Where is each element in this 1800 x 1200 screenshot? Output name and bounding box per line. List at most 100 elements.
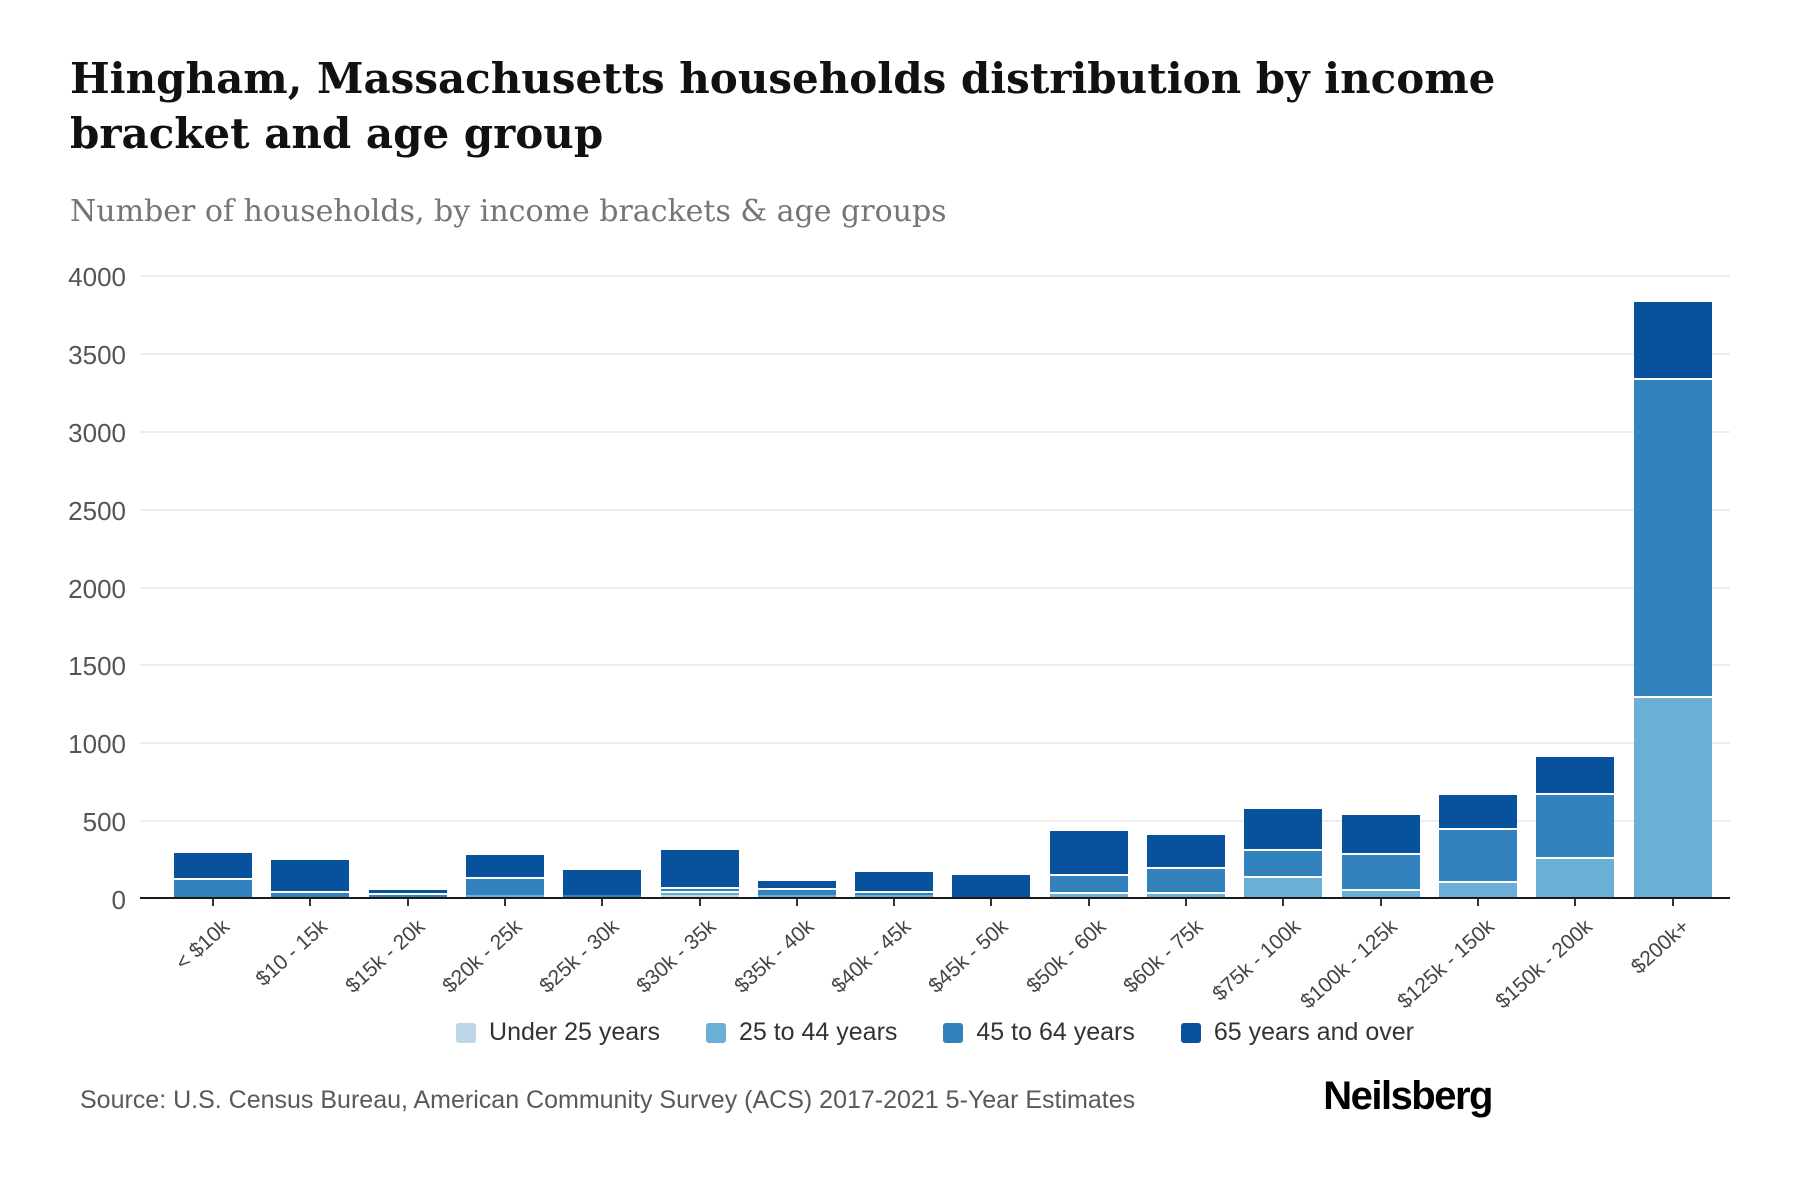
bar-segment[interactable] <box>1633 300 1712 378</box>
bar-segment[interactable] <box>660 894 739 897</box>
x-axis-tick <box>1185 899 1187 906</box>
x-tick-label: $20k - 25k <box>438 915 527 998</box>
bar-segment[interactable] <box>368 893 447 897</box>
bar-segment[interactable] <box>1536 856 1615 897</box>
bar-segment[interactable] <box>1341 889 1420 897</box>
bar-segment[interactable] <box>1633 696 1712 897</box>
legend: Under 25 years 25 to 44 years 45 to 64 yea… <box>140 1018 1730 1047</box>
legend-item[interactable]: 65 years and over <box>1180 1018 1414 1047</box>
gridline-4000 <box>140 275 1730 277</box>
bar-segment[interactable] <box>271 890 350 897</box>
gridline-500 <box>140 820 1730 823</box>
x-axis-tick <box>990 899 993 906</box>
legend-swatch-icon <box>943 1022 964 1043</box>
bar-segment[interactable] <box>563 894 642 897</box>
bar-segment[interactable] <box>465 876 544 895</box>
bar-segment[interactable] <box>660 847 739 887</box>
x-tick-label: $125k - 150k <box>1393 915 1500 1014</box>
y-tick-label-0: 0 <box>111 885 126 915</box>
x-tick-label: $10 - 15k <box>251 915 332 991</box>
bar-segment[interactable] <box>855 869 934 891</box>
chart-subtitle: Number of households, by income brackets… <box>70 194 947 229</box>
bar-segment[interactable] <box>1341 812 1420 854</box>
bar-segment[interactable] <box>271 858 350 891</box>
gridline-2500 <box>140 508 1730 511</box>
gridline-2000 <box>140 586 1730 589</box>
bar-segment[interactable] <box>1536 754 1615 794</box>
bar-segment[interactable] <box>660 890 739 895</box>
x-axis-tick <box>1574 899 1577 906</box>
legend-item[interactable]: 45 to 64 years <box>943 1018 1135 1047</box>
bar-segment[interactable] <box>1438 792 1517 829</box>
x-axis-tick <box>1282 899 1285 906</box>
bar-segment[interactable] <box>1049 891 1128 897</box>
bar-segment[interactable] <box>660 886 739 891</box>
x-tick-label: $40k - 45k <box>827 915 916 998</box>
legend-swatch-icon <box>1180 1022 1201 1043</box>
x-tick-label: $15k - 20k <box>340 915 429 998</box>
gridline-1500 <box>140 664 1730 667</box>
bar-segment[interactable] <box>1438 880 1517 897</box>
y-tick-label-1500: 1500 <box>68 651 126 682</box>
x-axis-tick <box>1476 899 1479 906</box>
bar-segment[interactable] <box>1244 875 1323 897</box>
bar-segment[interactable] <box>174 877 252 897</box>
gridline-1000 <box>140 742 1730 745</box>
y-tick-label-500: 500 <box>82 807 126 838</box>
bar-segment[interactable] <box>174 851 252 878</box>
x-tick-label: $200k+ <box>1626 915 1694 979</box>
legend-swatch-icon <box>456 1022 477 1043</box>
x-axis-tick <box>1379 899 1382 906</box>
legend-swatch-icon <box>705 1022 726 1043</box>
x-tick-label: $100k - 125k <box>1296 915 1402 1014</box>
bar-segment[interactable] <box>1147 833 1225 868</box>
y-tick-label-2500: 2500 <box>68 495 126 526</box>
x-axis-tick <box>893 899 896 906</box>
x-axis-tick <box>212 899 214 906</box>
bar-segment[interactable] <box>952 872 1031 897</box>
y-tick-label-2000: 2000 <box>68 573 126 604</box>
bar-segment[interactable] <box>1049 829 1128 875</box>
legend-label: Under 25 years <box>489 1018 660 1046</box>
x-axis-tick <box>795 899 798 906</box>
bar-segment[interactable] <box>465 852 544 877</box>
bar-segment[interactable] <box>1049 874 1128 892</box>
gridline-3500 <box>140 352 1730 355</box>
x-tick-label: $45k - 50k <box>924 915 1013 998</box>
chart-title: Hingham, Massachusetts households distri… <box>70 54 1496 158</box>
bar-segment[interactable] <box>757 888 836 895</box>
source-note: Source: U.S. Census Bureau, American Com… <box>80 1086 1136 1114</box>
bar-segment[interactable] <box>1244 806 1323 849</box>
y-tick-label-3500: 3500 <box>68 339 126 370</box>
bar-segment[interactable] <box>757 894 836 897</box>
y-tick-label-4000: 4000 <box>68 262 126 292</box>
bar-segment[interactable] <box>1536 793 1615 857</box>
x-tick-label: $60k - 75k <box>1119 915 1208 998</box>
y-tick-label-3000: 3000 <box>68 417 126 448</box>
x-axis-tick <box>1671 899 1674 906</box>
legend-item[interactable]: Under 25 years <box>456 1018 660 1047</box>
bar-segment[interactable] <box>1147 891 1225 897</box>
bar-segment[interactable] <box>1147 867 1225 892</box>
x-axis-tick <box>601 899 604 906</box>
bar-segment[interactable] <box>1438 828 1517 881</box>
bar-segment[interactable] <box>563 868 642 895</box>
x-tick-label: $30k - 35k <box>632 915 721 998</box>
bar-segment[interactable] <box>368 888 447 894</box>
x-tick-label: < $10k <box>171 915 235 975</box>
bar-segment[interactable] <box>465 894 544 897</box>
plot-area <box>140 275 1730 906</box>
legend-item[interactable]: 25 to 44 years <box>705 1018 897 1047</box>
y-tick-label-1000: 1000 <box>68 729 126 760</box>
x-axis-tick <box>309 899 312 906</box>
brand-logo: Neilsberg <box>1323 1074 1493 1118</box>
bar-segment[interactable] <box>855 890 934 895</box>
bar-segment[interactable] <box>1244 848 1323 876</box>
bar-segment[interactable] <box>855 894 934 897</box>
x-axis-tick <box>698 899 701 906</box>
bar-segment[interactable] <box>1341 853 1420 890</box>
x-tick-label: $25k - 30k <box>535 915 624 998</box>
bar-segment[interactable] <box>1633 377 1712 697</box>
bar-segment[interactable] <box>757 879 836 889</box>
